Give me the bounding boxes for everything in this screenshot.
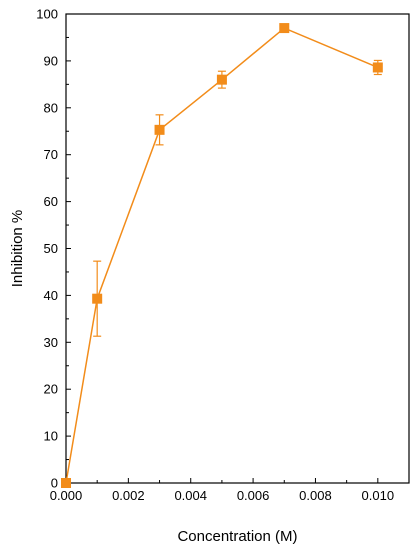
- y-tick-label: 40: [44, 288, 58, 303]
- plot-frame: [65, 13, 410, 484]
- data-point: [279, 23, 290, 34]
- x-tick-label: 0.004: [174, 488, 207, 503]
- y-axis-title: Inhibition %: [9, 210, 26, 288]
- data-point: [216, 74, 227, 85]
- x-axis-title: Concentration (M): [177, 528, 297, 545]
- data-point: [92, 293, 103, 304]
- y-tick-label: 50: [44, 241, 58, 256]
- y-tick-label: 20: [44, 382, 58, 397]
- x-tick-label: 0.006: [237, 488, 270, 503]
- data-point: [372, 62, 383, 73]
- x-tick-label: 0.002: [112, 488, 145, 503]
- y-tick-label: 70: [44, 147, 58, 162]
- y-tick-label: 0: [51, 476, 58, 491]
- y-tick-label: 10: [44, 429, 58, 444]
- data-point: [61, 478, 71, 488]
- ticks: 0.000 0.002 0.004 0.006 0.008 0.010 0 10 20 30 40 5…: [36, 7, 394, 504]
- data-point: [154, 124, 165, 135]
- x-tick-label: 0.008: [299, 488, 332, 503]
- x-tick-label: 0.000: [50, 488, 83, 503]
- axes: [65, 13, 410, 484]
- series: [61, 23, 383, 488]
- y-tick-label: 60: [44, 194, 58, 209]
- x-tick-label: 0.010: [362, 488, 395, 503]
- y-tick-label: 30: [44, 335, 58, 350]
- y-tick-label: 90: [44, 53, 58, 68]
- y-tick-label: 80: [44, 100, 58, 115]
- series-line: [65, 27, 379, 484]
- y-tick-label: 100: [36, 7, 58, 22]
